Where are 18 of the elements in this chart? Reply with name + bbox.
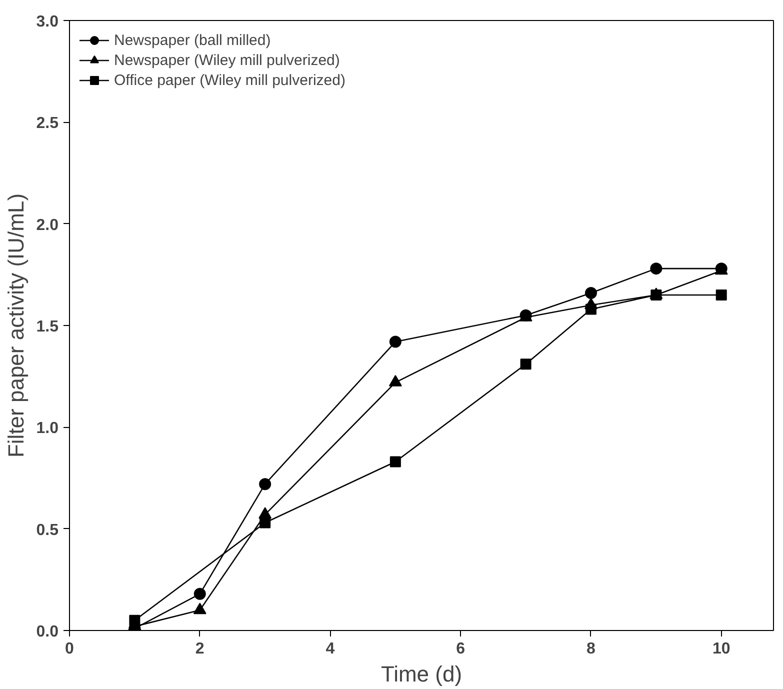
legend-label: Newspaper (ball milled) bbox=[114, 31, 271, 49]
x-axis-title: Time (d) bbox=[380, 662, 462, 686]
x-tick-label: 2 bbox=[195, 640, 204, 658]
legend-label: Office paper (Wiley mill pulverized) bbox=[114, 71, 346, 89]
y-tick-label: 1.0 bbox=[36, 420, 59, 438]
y-tick-label: 0.0 bbox=[36, 624, 59, 640]
y-tick-label: 2.5 bbox=[36, 115, 59, 132]
x-tick-label: 4 bbox=[326, 640, 335, 658]
y-tick-label: 2.0 bbox=[36, 216, 59, 234]
x-tick-label: 0 bbox=[65, 640, 74, 658]
y-tick-label: 1.5 bbox=[36, 318, 59, 336]
y-axis-title: Filter paper activity (IU/mL) bbox=[3, 193, 28, 458]
x-tick-label: 8 bbox=[586, 640, 596, 658]
y-tick-label: 3.0 bbox=[36, 14, 59, 30]
x-tick-label: 10 bbox=[712, 640, 730, 658]
y-tick-label: 0.5 bbox=[36, 522, 59, 539]
x-tick-label: 6 bbox=[456, 640, 466, 658]
legend-label: Newspaper (Wiley mill pulverized) bbox=[114, 51, 340, 69]
